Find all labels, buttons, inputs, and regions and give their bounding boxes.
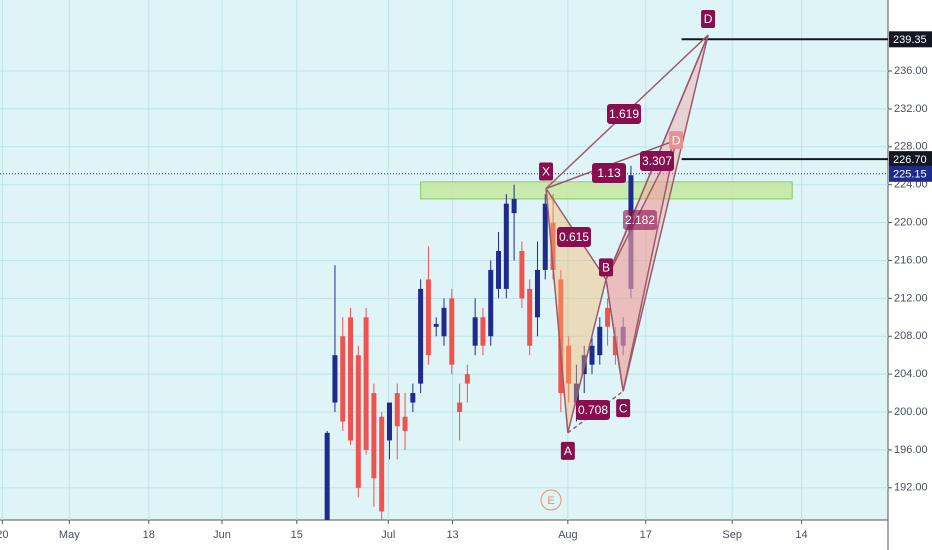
ratio-label: 1.619 [609, 107, 639, 121]
ratio-box [557, 227, 591, 247]
candle-body [597, 326, 603, 356]
candle-body [605, 307, 611, 327]
pattern-point-box [669, 131, 684, 150]
y-tick-label: 196.00 [894, 444, 928, 456]
price-label-box [889, 165, 932, 182]
price-label: 225.15 [893, 169, 927, 181]
pattern-point-label: D [704, 12, 713, 26]
pattern-point-label: A [564, 444, 572, 458]
candle-body [534, 269, 540, 318]
y-tick-label: 228.00 [894, 141, 928, 153]
x-tick-label: May [59, 529, 80, 541]
y-tick-label: 200.00 [894, 406, 928, 418]
y-tick-label: 232.00 [894, 103, 928, 115]
candle-body [612, 336, 618, 356]
ratio-box [640, 151, 674, 171]
pattern-point-box [560, 441, 575, 460]
event-marker-label: E [547, 495, 554, 507]
ratio-box [592, 163, 626, 183]
price-axis [888, 0, 932, 550]
candle-body [402, 416, 408, 431]
candle-body [464, 374, 470, 384]
pattern-point-box [599, 258, 614, 277]
candle-body [480, 317, 486, 346]
candle-body [496, 251, 502, 289]
candle-body [519, 251, 525, 299]
y-tick-label: 220.00 [894, 216, 928, 228]
price-label: 239.35 [893, 34, 927, 46]
ratio-label: 0.615 [559, 230, 589, 244]
pattern-bcd-inner [605, 139, 677, 392]
candle-body [589, 345, 595, 365]
time-axis [0, 520, 888, 550]
pattern-point-label: B [602, 261, 610, 275]
pattern-line [567, 390, 624, 434]
x-tick-label: 20 [0, 529, 8, 541]
y-tick-label: 212.00 [894, 292, 928, 304]
candle-body [355, 355, 361, 488]
x-tick-label: Aug [558, 529, 578, 541]
pattern-point-box [701, 10, 716, 29]
y-tick-label: 192.00 [894, 482, 928, 494]
candle-body [527, 288, 533, 346]
x-tick-label: Jun [213, 529, 231, 541]
candle-body [348, 317, 354, 441]
pattern-point-label: X [542, 165, 550, 179]
candle-body [550, 222, 556, 270]
candle-body [449, 298, 455, 365]
x-tick-label: 15 [291, 529, 303, 541]
candle-body [566, 345, 572, 384]
candle-body [488, 269, 494, 337]
ratio-box [607, 104, 641, 124]
y-tick-label: 216.00 [894, 254, 928, 266]
zone [420, 181, 793, 200]
x-tick-label: Sep [722, 529, 742, 541]
price-label: 226.70 [893, 154, 927, 166]
ratio-box [576, 400, 610, 420]
candle-body [573, 383, 579, 403]
pattern-point-label: C [619, 401, 628, 415]
y-tick-label: 208.00 [894, 330, 928, 342]
pattern-point-box [539, 162, 554, 181]
x-tick-label: 13 [446, 529, 458, 541]
candle-body [379, 416, 385, 512]
candle-body [425, 279, 431, 356]
candle-body [542, 203, 548, 270]
pattern-point-label: D [672, 133, 681, 147]
candle-body [441, 307, 447, 337]
ratio-label: 0.708 [578, 403, 608, 417]
candle-body [433, 323, 439, 327]
candle-body [472, 317, 478, 346]
ratio-label: 2.182 [625, 213, 655, 227]
y-tick-label: 236.00 [894, 65, 928, 77]
price-label-box [889, 151, 932, 168]
candle-body [457, 402, 463, 413]
y-tick-label: 204.00 [894, 368, 928, 380]
x-tick-label: 18 [143, 529, 155, 541]
ratio-label: 1.13 [597, 166, 621, 180]
candle-body [558, 279, 564, 394]
x-tick-label: 14 [795, 529, 807, 541]
x-tick-label: Jul [381, 529, 395, 541]
candle-body [363, 317, 369, 450]
candle-body [332, 355, 338, 403]
ratio-label: 3.307 [642, 154, 672, 168]
price-label-box [889, 31, 932, 48]
event-marker [540, 489, 562, 511]
candle-body [503, 203, 509, 289]
candle-body [394, 393, 400, 427]
ratio-box [623, 210, 657, 230]
candle-body [511, 198, 517, 214]
candle-body [628, 175, 634, 289]
pattern-point-box [616, 399, 631, 418]
candle-body [418, 288, 424, 384]
candle-body [371, 393, 377, 479]
candle-body [386, 402, 392, 441]
x-tick-label: 17 [640, 529, 652, 541]
candle-body [620, 326, 626, 346]
candle-body [340, 336, 346, 422]
candle-body [410, 393, 416, 403]
candle-body [324, 432, 330, 520]
